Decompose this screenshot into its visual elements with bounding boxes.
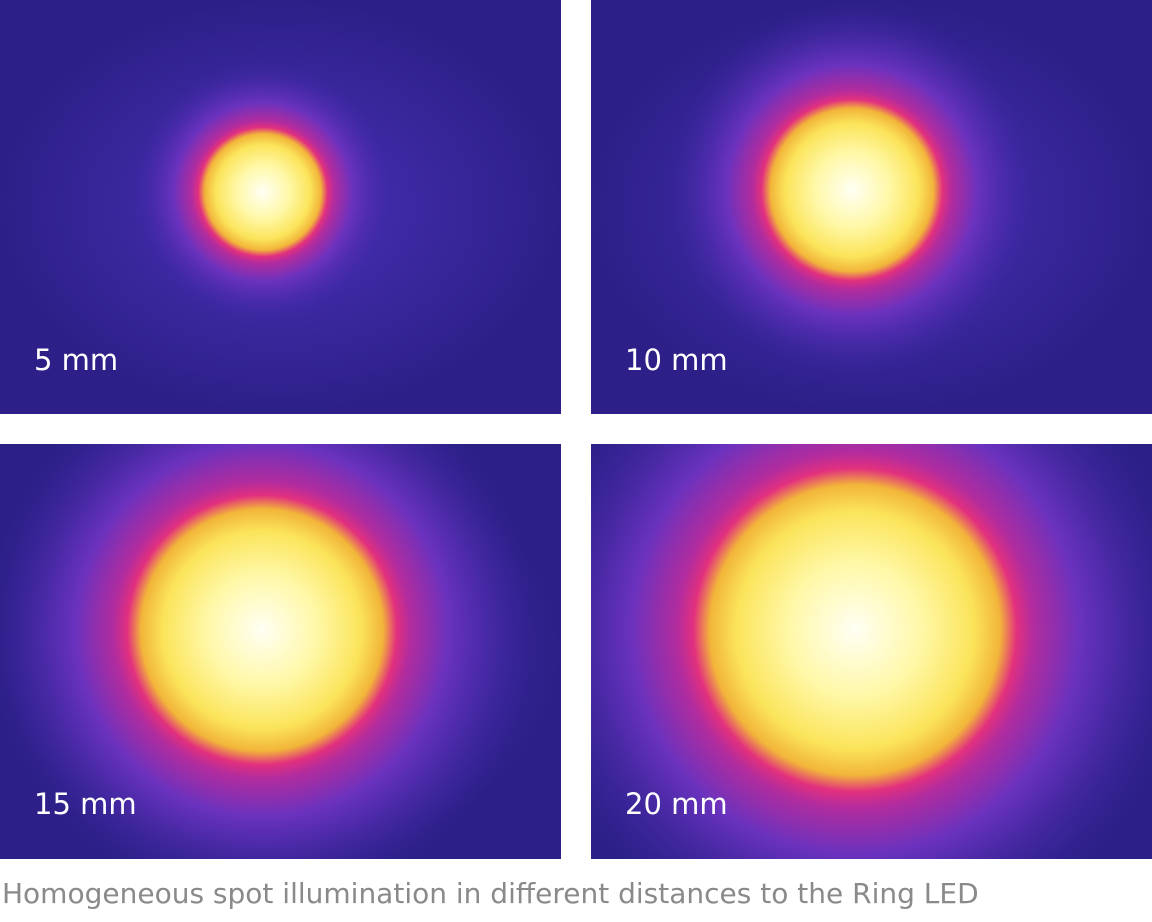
panel-label: 5 mm	[34, 343, 118, 377]
panel: 20 mm	[591, 444, 1152, 859]
panel-label: 15 mm	[34, 787, 137, 821]
panel: 5 mm	[0, 0, 561, 414]
panel-label: 20 mm	[625, 787, 728, 821]
light-spot	[0, 444, 537, 859]
caption: Homogeneous spot illumination in differe…	[2, 877, 979, 910]
light-spot	[591, 444, 1152, 859]
panel: 15 mm	[0, 444, 561, 859]
light-spot	[131, 60, 395, 324]
light-spot	[667, 5, 1037, 375]
panel-label: 10 mm	[625, 343, 728, 377]
panel: 10 mm	[591, 0, 1152, 414]
